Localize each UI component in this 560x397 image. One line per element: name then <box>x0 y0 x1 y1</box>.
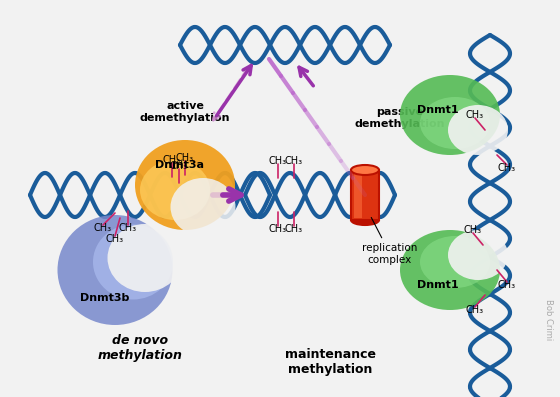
Ellipse shape <box>448 105 508 155</box>
Text: methylation: methylation <box>97 349 183 362</box>
Ellipse shape <box>140 160 210 220</box>
Ellipse shape <box>108 224 183 292</box>
Text: Dnmt1: Dnmt1 <box>417 105 459 115</box>
Text: CH₃: CH₃ <box>269 224 287 234</box>
Text: CH₃: CH₃ <box>106 234 124 244</box>
Text: CH₃: CH₃ <box>464 225 482 235</box>
Text: Dnmt3b: Dnmt3b <box>80 293 130 303</box>
Text: CH₃: CH₃ <box>94 223 112 233</box>
Ellipse shape <box>58 215 172 325</box>
Ellipse shape <box>400 230 500 310</box>
Text: CH₃: CH₃ <box>163 155 181 165</box>
Text: passive
demethylation: passive demethylation <box>354 107 445 129</box>
Ellipse shape <box>400 75 500 155</box>
Text: CH₃: CH₃ <box>119 223 137 233</box>
Text: CH₃: CH₃ <box>466 305 484 315</box>
Text: CH₃: CH₃ <box>498 280 516 290</box>
Text: CH₃: CH₃ <box>170 161 188 171</box>
Text: CH₃: CH₃ <box>285 224 303 234</box>
Ellipse shape <box>351 215 379 225</box>
Text: Dnmt3a: Dnmt3a <box>156 160 204 170</box>
FancyBboxPatch shape <box>351 170 379 220</box>
Ellipse shape <box>93 224 173 299</box>
Text: methylation: methylation <box>288 364 372 376</box>
Text: CH₃: CH₃ <box>176 153 194 163</box>
Ellipse shape <box>170 178 236 236</box>
Text: maintenance: maintenance <box>284 349 376 362</box>
Text: CH₃: CH₃ <box>285 156 303 166</box>
Ellipse shape <box>135 140 235 230</box>
Ellipse shape <box>351 165 379 175</box>
Text: CH₃: CH₃ <box>498 163 516 173</box>
Text: replication
complex: replication complex <box>362 218 418 264</box>
FancyBboxPatch shape <box>354 172 362 218</box>
Ellipse shape <box>420 236 490 288</box>
Ellipse shape <box>448 230 508 280</box>
Text: active
demethylation: active demethylation <box>140 101 230 123</box>
Text: Dnmt1: Dnmt1 <box>417 280 459 290</box>
Text: de novo: de novo <box>112 333 168 347</box>
Ellipse shape <box>420 97 490 149</box>
Text: CH₃: CH₃ <box>269 156 287 166</box>
Text: CH₃: CH₃ <box>466 110 484 120</box>
Text: Bob Crimi: Bob Crimi <box>544 299 553 341</box>
